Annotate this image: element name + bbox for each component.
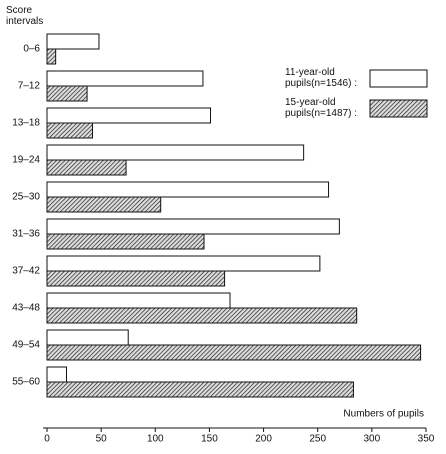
bar [46, 107, 212, 124]
y-tick-label: 19–24 [12, 155, 40, 166]
y-tick-label: 49–54 [12, 340, 40, 351]
bar [46, 366, 67, 383]
y-tick-label: 55–60 [12, 377, 40, 388]
x-tick-label: 100 [147, 434, 164, 445]
x-tick-label: 50 [96, 434, 108, 445]
bar [46, 70, 204, 87]
legend-label: 15-year-old pupils(n=1487) : [285, 97, 357, 119]
legend-swatch [369, 99, 428, 118]
x-tick-label: 150 [201, 434, 218, 445]
bar [46, 122, 93, 139]
bar [46, 181, 330, 198]
y-tick-label: 31–36 [12, 229, 40, 240]
y-tick-label: 25–30 [12, 192, 40, 203]
bar [46, 196, 162, 213]
bar [46, 307, 358, 324]
bar [46, 329, 129, 346]
bar [46, 48, 57, 65]
bar [46, 159, 127, 176]
bar [46, 144, 305, 161]
bar [46, 292, 231, 309]
y-tick-label: 0–6 [23, 44, 40, 55]
legend-swatch [369, 69, 428, 88]
bar [46, 255, 321, 272]
x-axis-label: Numbers of pupils [343, 409, 424, 420]
y-tick-label: 43–48 [12, 303, 40, 314]
x-tick-label: 300 [364, 434, 381, 445]
bar [46, 218, 340, 235]
bar [46, 381, 354, 398]
x-tick-label: 0 [44, 434, 50, 445]
y-tick-label: 7–12 [18, 81, 41, 92]
legend-label: 11-year-old pupils(n=1546) : [285, 67, 357, 89]
bar [46, 85, 88, 102]
x-tick-label: 350 [418, 434, 435, 445]
bar [46, 270, 226, 287]
y-tick-label: 13–18 [12, 118, 40, 129]
y-tick-label: 37–42 [12, 266, 40, 277]
bar [46, 233, 205, 250]
bar [46, 344, 422, 361]
x-tick-label: 250 [309, 434, 326, 445]
x-tick-label: 200 [255, 434, 272, 445]
bar [46, 33, 100, 50]
y-axis-label: Score intervals [6, 5, 43, 27]
